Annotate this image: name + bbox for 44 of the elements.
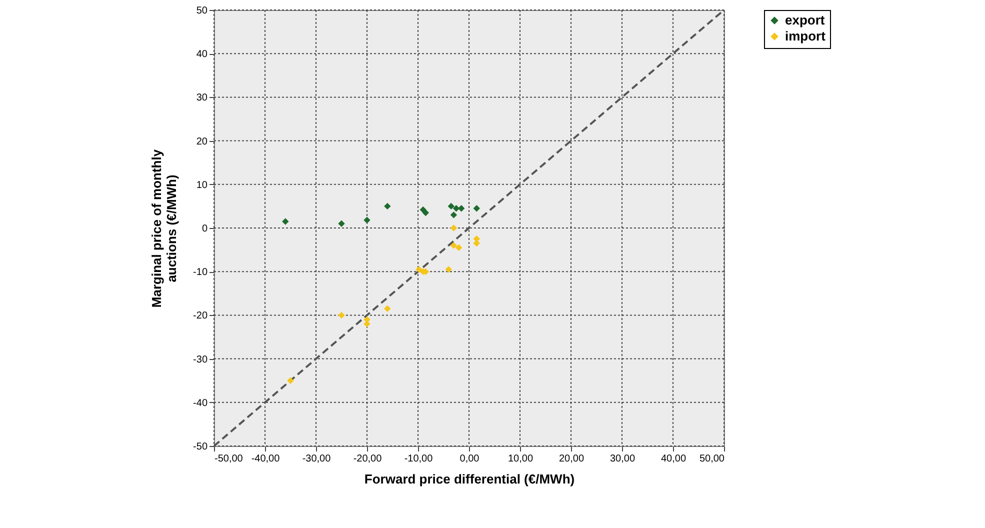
legend-label: import: [785, 28, 826, 44]
y-tick-label: -30: [193, 354, 208, 366]
y-tick-label: 50: [196, 6, 208, 16]
point: [282, 218, 289, 225]
x-tick-label: 50,00: [699, 454, 725, 464]
y-tick-label: 0: [202, 224, 208, 234]
x-tick-label: -50,00: [214, 454, 244, 464]
point: [448, 202, 455, 210]
point: [384, 202, 391, 210]
x-axis-title: Forward price differential (€/MWh): [364, 472, 575, 486]
point: [450, 242, 458, 249]
x-tick-label: 40,00: [660, 454, 686, 464]
point: [473, 205, 480, 212]
y-tick-label: 30: [196, 92, 208, 104]
point: [384, 305, 391, 312]
x-tick-label: 30,00: [610, 454, 636, 464]
point: [287, 377, 294, 384]
point: [473, 236, 480, 242]
legend-label: export: [785, 12, 826, 28]
y-tick-label: -40: [193, 398, 208, 409]
y-tick-label: -20: [193, 310, 208, 322]
x-tick-label: 0,00: [460, 454, 480, 464]
x-tick-label: -10,00: [404, 454, 434, 464]
x-tick-label: -40,00: [251, 454, 280, 464]
point: [450, 212, 458, 218]
point: [422, 209, 430, 216]
point: [338, 312, 345, 319]
y-tick-label: 20: [196, 136, 208, 148]
x-tick-label: -20,00: [353, 454, 382, 464]
point: [364, 316, 370, 323]
point: [445, 266, 452, 273]
x-tick-label: 20,00: [558, 454, 584, 464]
point: [364, 216, 370, 224]
y-axis-title: Marginal price of monthly auctions (€/MWh): [149, 148, 180, 308]
y-tick-label: -10: [193, 267, 208, 278]
point: [455, 244, 462, 251]
x-tick-label: -30,00: [302, 454, 332, 464]
y-tick-label: -50: [193, 442, 208, 452]
x-tick-label: 10,00: [508, 454, 534, 464]
point: [450, 224, 458, 232]
y-tick-label: 40: [196, 49, 208, 60]
point: [458, 205, 465, 212]
y-tick-label: 10: [196, 180, 208, 191]
point: [338, 220, 345, 227]
